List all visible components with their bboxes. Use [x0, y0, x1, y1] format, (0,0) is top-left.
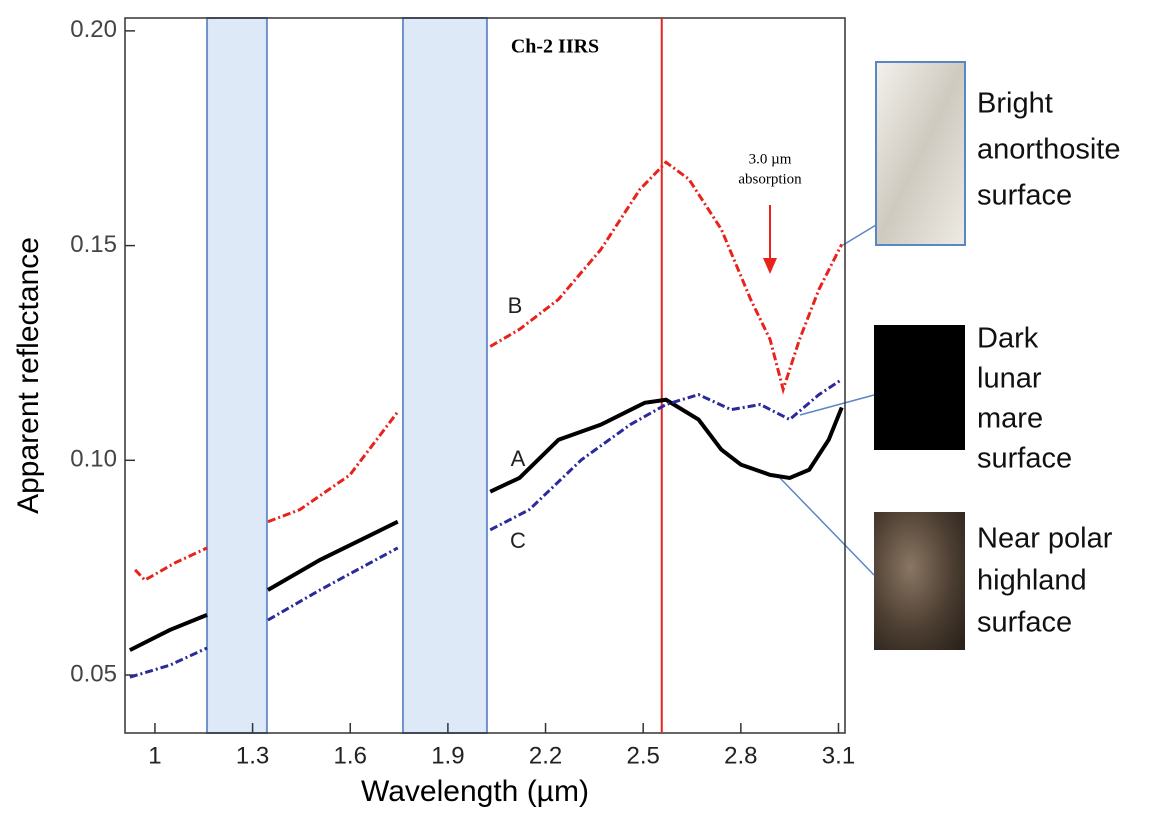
mare-image: [874, 325, 965, 450]
chart-title: Ch-2 IIRS: [511, 36, 599, 58]
panel-text: mare: [977, 403, 1043, 435]
highland-image: [874, 512, 965, 650]
y-tick-label: 0.05: [70, 660, 117, 687]
y-tick-label: 0.15: [70, 231, 117, 258]
x-tick-label: 3.1: [822, 742, 855, 769]
panel-text: anorthosite: [977, 134, 1121, 166]
plot-frame: [124, 17, 846, 734]
x-tick-label: 1.9: [431, 742, 464, 769]
pointer: [799, 394, 875, 416]
panel-text: lunar: [977, 363, 1042, 395]
y-axis-label: Apparent reflectance: [12, 237, 45, 514]
panel-text: surface: [977, 180, 1072, 212]
panel-text: surface: [977, 607, 1072, 639]
y-tick-label: 0.20: [70, 16, 117, 43]
surface-images: [779, 61, 966, 650]
x-axis-label: Wavelength (µm): [361, 775, 589, 808]
x-tick-label: 2.8: [724, 742, 757, 769]
series-line: [129, 378, 843, 679]
anorthosite-image: [875, 61, 966, 246]
panel-text: Near polar: [977, 523, 1113, 555]
shaded-band: [206, 17, 268, 734]
series-label: A: [511, 446, 526, 471]
x-tick-label: 1.6: [334, 742, 367, 769]
shaded-band: [401, 17, 488, 734]
annotation: absorption: [738, 171, 802, 187]
pointer: [779, 477, 875, 576]
panel-text: surface: [977, 443, 1072, 475]
series-line: [134, 160, 844, 583]
pointer: [842, 224, 877, 246]
y-tick-label: 0.10: [70, 446, 117, 473]
series-label: B: [508, 293, 523, 318]
series-label: C: [510, 528, 526, 553]
x-tick-label: 2.5: [627, 742, 660, 769]
x-tick-label: 1.3: [236, 742, 269, 769]
x-tick-label: 1: [148, 742, 161, 769]
annotation-arrowhead: [763, 258, 777, 274]
x-tick-label: 2.2: [529, 742, 562, 769]
panel-text: Dark: [977, 323, 1039, 355]
panel-text: highland: [977, 565, 1087, 597]
panel-text: Bright: [977, 88, 1053, 120]
annotation: 3.0 µm: [749, 151, 792, 167]
series-line: [128, 397, 844, 652]
